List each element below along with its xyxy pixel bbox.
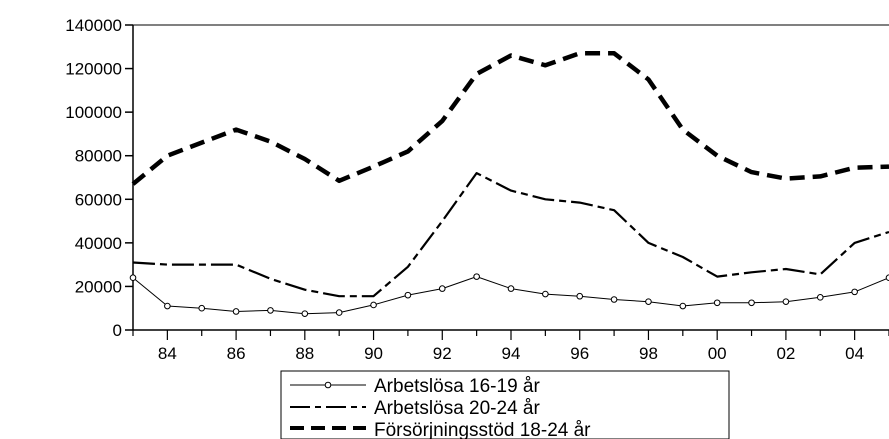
series-point-0: [816, 294, 824, 301]
series-point-0: [232, 308, 240, 315]
series-line-1: [132, 172, 889, 298]
series-point-0: [885, 274, 889, 282]
series-group: [129, 51, 889, 317]
series-point-0: [129, 274, 137, 282]
series-point-0: [198, 304, 206, 312]
series-point-0: [335, 309, 343, 316]
series-point-0: [542, 290, 549, 298]
series-point-0: [851, 288, 858, 296]
y-tick-label: 40000: [75, 234, 122, 253]
y-ticks: 0 20000 40000 60000 80000 100000 120000 140000: [65, 16, 133, 340]
series-point-0: [679, 302, 687, 310]
series-point-0: [164, 302, 171, 310]
x-tick-label: 96: [570, 344, 589, 363]
series-point-0: [576, 292, 584, 300]
series-point-0: [473, 273, 480, 280]
series-point-0: [301, 310, 309, 317]
x-tick-label: 04: [845, 344, 864, 363]
y-tick-label: 100000: [65, 103, 122, 122]
legend-label-arbetslosa-20-24: Arbetslösa 20-24 år: [374, 398, 540, 419]
y-tick-label: 120000: [65, 60, 122, 79]
y-tick-label: 80000: [75, 147, 122, 166]
series-point-0: [748, 299, 755, 307]
y-tick-label: 0: [113, 321, 122, 340]
series-point-0: [645, 298, 652, 305]
legend: Arbetslösa 16-19 år Arbetslösa 20-24 år …: [280, 370, 730, 439]
x-tick-label: 90: [364, 344, 383, 363]
x-tick-label: 92: [433, 344, 452, 363]
legend-label-forsorjningsstod: Försörjningsstöd 18-24 år: [374, 420, 591, 439]
x-tick-label: 88: [295, 344, 314, 363]
series-point-0: [404, 291, 412, 299]
series-point-0: [507, 285, 515, 292]
y-tick-label: 140000: [65, 16, 122, 35]
legend-label-arbetslosa-16-19: Arbetslösa 16-19 år: [374, 376, 540, 397]
series-point-0: [713, 299, 721, 307]
series-point-0: [370, 301, 377, 309]
y-tick-label: 60000: [75, 190, 122, 209]
x-tick-label: 02: [776, 344, 795, 363]
y-tick-label: 20000: [75, 277, 122, 296]
x-tick-label: 84: [158, 344, 177, 363]
x-tick-label: 94: [502, 344, 521, 363]
legend-marker-arbetslosa-16-19: [324, 381, 332, 389]
series-point-0: [782, 298, 790, 305]
x-tick-label: 86: [227, 344, 246, 363]
series-point-0: [438, 285, 446, 292]
series-point-0: [610, 296, 618, 303]
series-point-0: [267, 307, 274, 314]
x-ticks: 84 86 88 90 92 94 96 98 00 02 04: [132, 330, 889, 363]
x-tick-label: 98: [639, 344, 658, 363]
series-line-2: [131, 51, 889, 186]
x-tick-label: 00: [708, 344, 727, 363]
series-line-0: [132, 276, 889, 315]
